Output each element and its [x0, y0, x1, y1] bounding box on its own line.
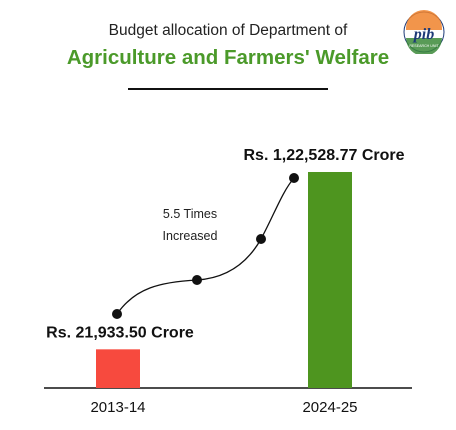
growth-annotation-line2: Increased	[163, 229, 218, 243]
title-underline	[128, 88, 328, 90]
logo-subtext: RESEARCH UNIT	[409, 44, 439, 48]
logo-text: pib	[412, 26, 434, 43]
category-label-2024-25: 2024-25	[302, 399, 357, 416]
data-label-2024-25: Rs. 1,22,528.77 Crore	[244, 147, 405, 164]
bar-2013-14	[96, 349, 140, 388]
trend-point-3	[256, 234, 266, 244]
chart-subtitle: Budget allocation of Department of	[108, 22, 348, 39]
growth-annotation-line1: 5.5 Times	[163, 207, 217, 221]
pib-logo: pib RESEARCH UNIT	[402, 10, 446, 56]
trend-point-4	[289, 173, 299, 183]
trend-point-2	[192, 275, 202, 285]
chart-title: Agriculture and Farmers' Welfare	[66, 46, 390, 69]
data-label-2013-14: Rs. 21,933.50 Crore	[46, 324, 194, 341]
trend-curve	[116, 177, 295, 315]
bar-2024-25	[308, 172, 352, 388]
category-label-2013-14: 2013-14	[90, 399, 145, 416]
trend-point-1	[112, 309, 122, 319]
